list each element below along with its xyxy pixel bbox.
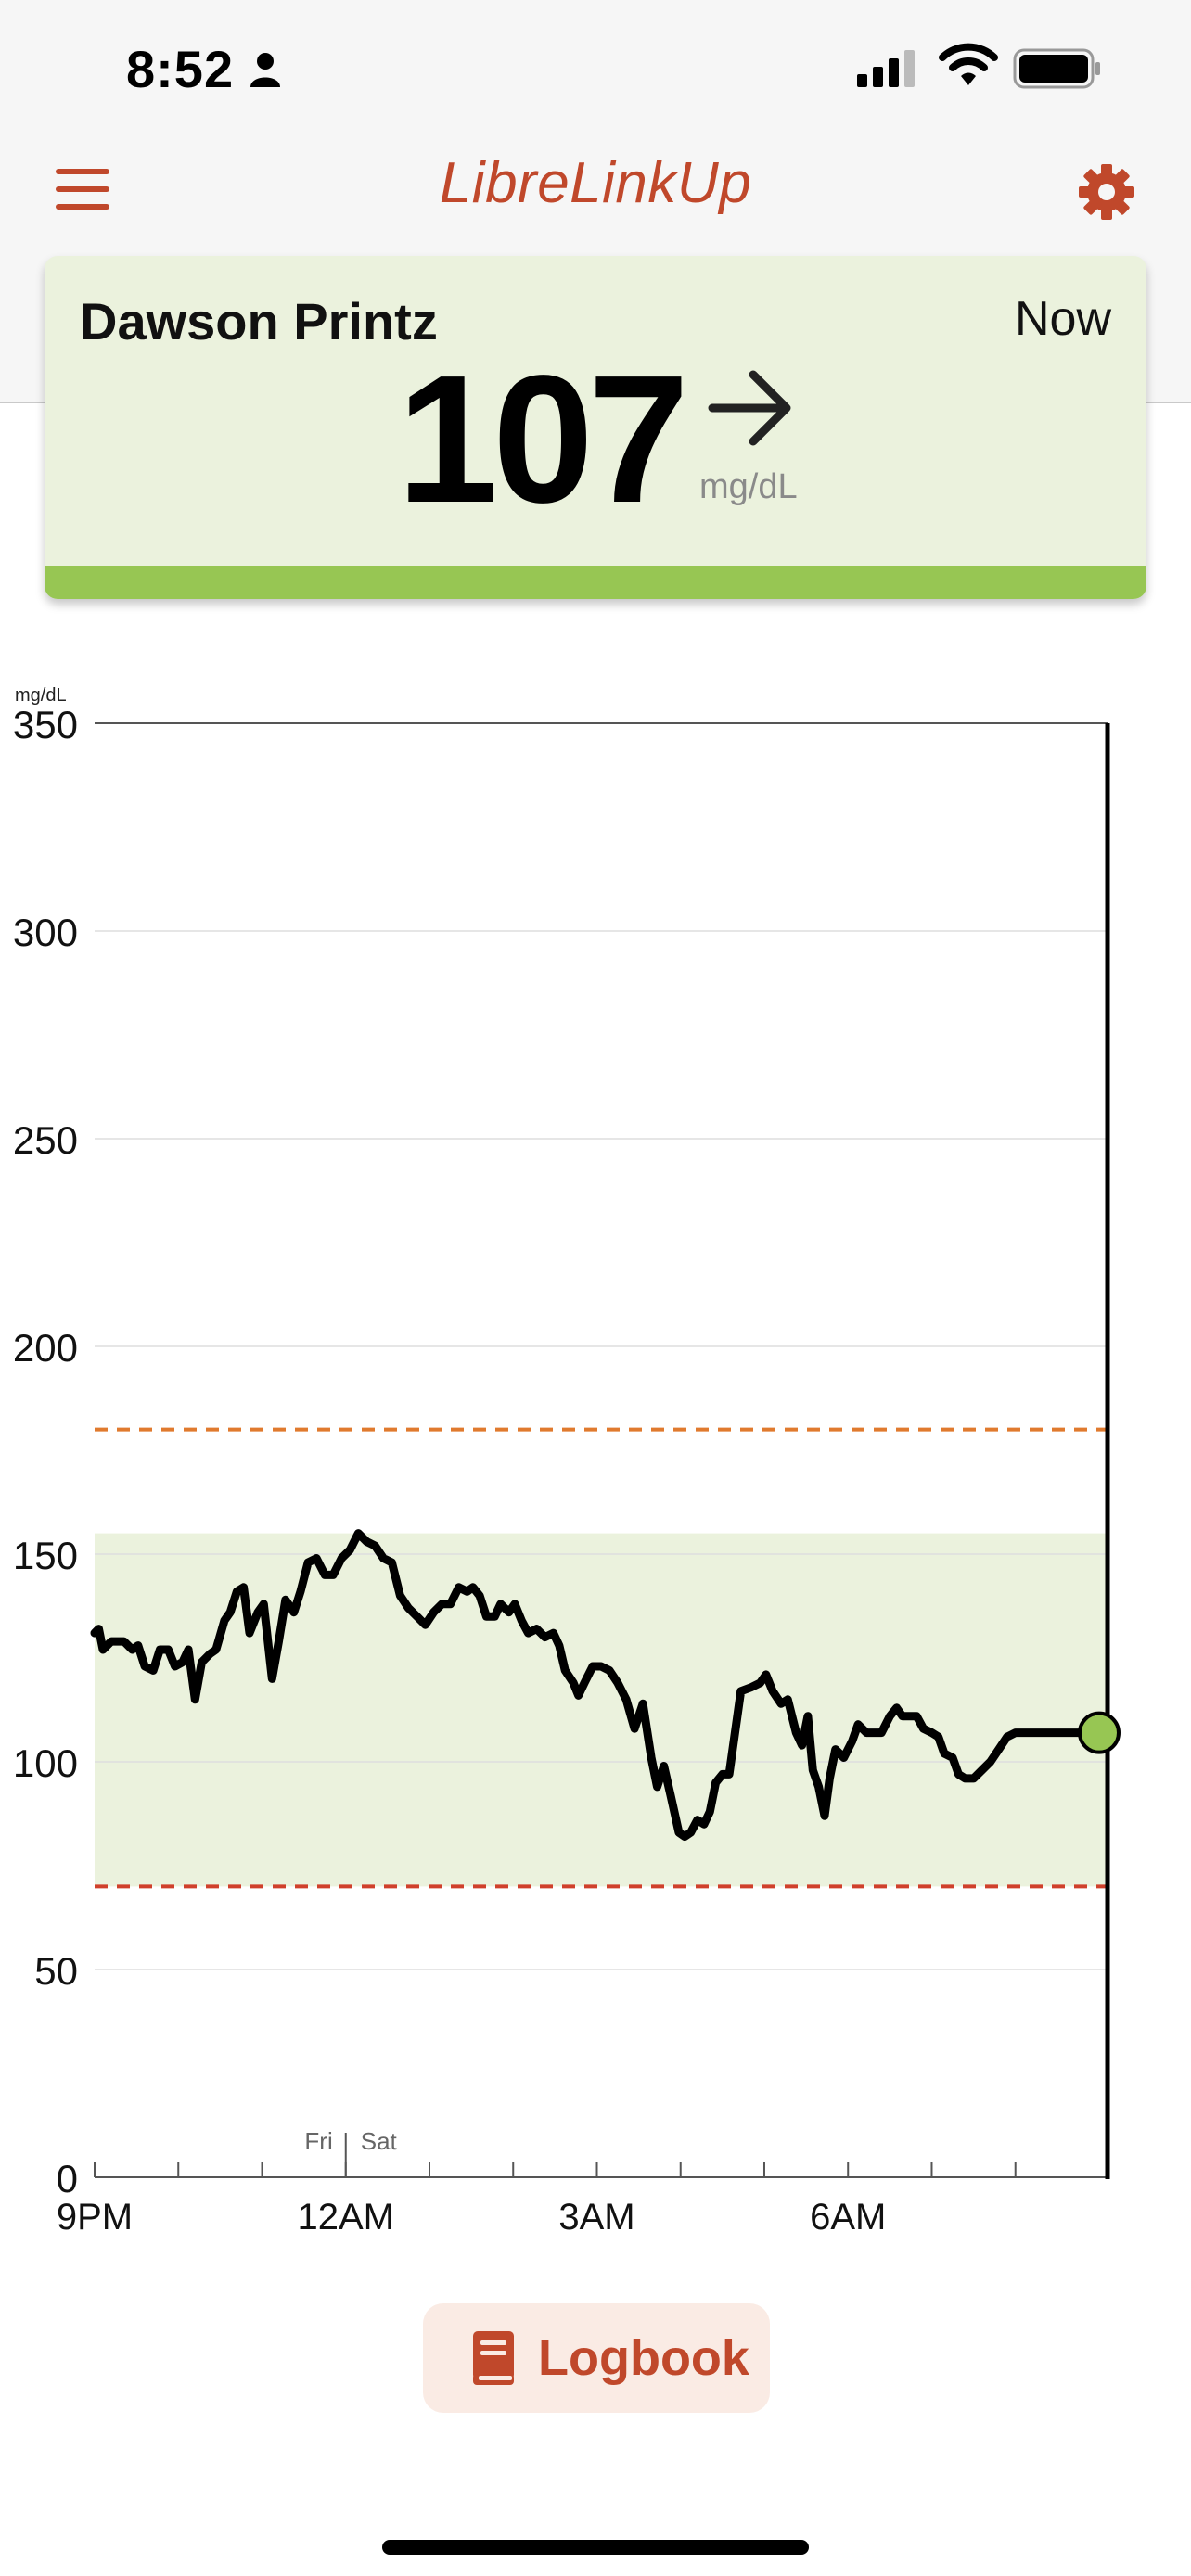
y-tick-label: 150 [13,1534,78,1577]
in-range-status-bar [45,566,1146,599]
y-tick-label: 200 [13,1326,78,1370]
battery-icon [1013,48,1100,89]
x-tick-label: 9PM [57,2197,133,2238]
glucose-trace-line [90,1529,1104,1842]
y-tick-label: 350 [13,703,78,746]
logbook-button[interactable]: Logbook [423,2303,770,2413]
arrow-right-icon [708,370,791,446]
logbook-label: Logbook [538,2330,749,2386]
y-tick-label: 100 [13,1741,78,1785]
hamburger-menu-icon[interactable] [56,169,109,210]
glucose-value: 107 [397,338,689,541]
y-tick-label: 300 [13,911,78,954]
patient-name: Dawson Printz [80,292,438,351]
person-icon [250,53,280,87]
target-range-band [95,1533,1108,1887]
gear-icon[interactable] [1078,163,1135,221]
glucose-history-chart[interactable]: mg/dL 0 50 100 150 200 250 300 350 9PM 12AM 3AM 6AM F… [0,668,1191,2244]
glucose-unit: mg/dL [699,467,798,506]
app-title: LibreLinkUp [439,151,752,215]
y-tick-label: 50 [34,1949,78,1993]
wifi-icon [939,43,998,85]
x-tick-label: 6AM [810,2197,886,2238]
book-icon [473,2331,514,2385]
y-tick-label: 0 [57,2157,78,2200]
y-axis-unit-label: mg/dL [15,685,67,706]
reading-time: Now [1014,292,1111,346]
cellular-signal-icon [857,50,915,87]
x-tick-label: 3AM [558,2197,634,2238]
home-indicator[interactable] [382,2540,809,2555]
current-reading-point [1077,1711,1121,1754]
day-label-fri: Fri [304,2127,332,2155]
x-tick-label: 12AM [297,2197,394,2238]
day-label-sat: Sat [361,2127,398,2155]
y-tick-label: 250 [13,1118,78,1162]
current-reading-card: Dawson Printz Now 107 mg/dL [45,256,1146,599]
status-time: 8:52 [126,40,235,98]
